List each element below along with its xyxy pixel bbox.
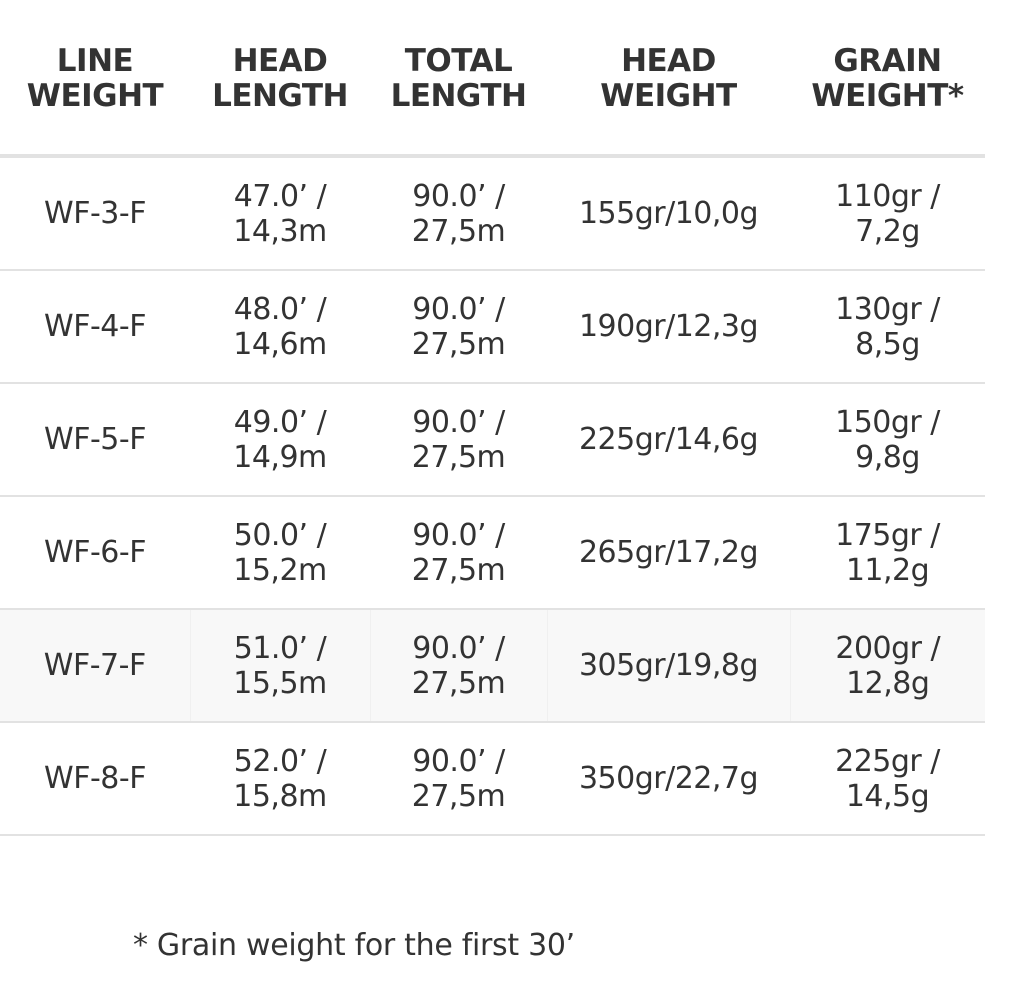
cell-text: 14,5g bbox=[845, 778, 930, 814]
cell-line-weight: WF-7-F bbox=[0, 609, 190, 722]
cell-head-weight: 350gr/22,7g bbox=[578, 761, 759, 796]
cell-text: 27,5m bbox=[411, 665, 506, 701]
cell-total-length: 90.0’ /27,5m bbox=[369, 609, 547, 722]
table-row: WF-4-F 48.0’ /14,6m 90.0’ /27,5m 190gr/12,3… bbox=[0, 270, 985, 383]
cell-text: 110gr / bbox=[835, 178, 940, 214]
cell-text: 9,8g bbox=[855, 439, 920, 475]
header-text: TOTAL bbox=[404, 43, 513, 79]
cell-text: 14,6m bbox=[233, 326, 327, 362]
cell-text: 15,8m bbox=[233, 778, 327, 814]
header-text: LENGTH bbox=[212, 78, 348, 114]
cell-head-weight: 265gr/17,2g bbox=[578, 535, 759, 570]
header-text: HEAD bbox=[621, 43, 716, 79]
cell-line-weight: WF-3-F bbox=[44, 196, 146, 231]
cell-text: 7,2g bbox=[855, 213, 920, 249]
header-text: LENGTH bbox=[390, 78, 527, 114]
cell-text: 27,5m bbox=[411, 552, 506, 588]
cell-head-length: 50.0’ /15,2m bbox=[190, 496, 370, 609]
header-text: HEAD bbox=[232, 43, 328, 79]
line-spec-table: LINE WEIGHT HEAD LENGTH TOTAL LENGTH HEAD WEIGH… bbox=[0, 38, 985, 836]
column-header-line-weight: LINE WEIGHT bbox=[0, 38, 190, 156]
column-header-grain-weight: GRAIN WEIGHT* bbox=[790, 38, 985, 156]
cell-text: 8,5g bbox=[855, 326, 920, 362]
cell-text: 27,5m bbox=[411, 213, 506, 249]
cell-text: 90.0’ / bbox=[412, 743, 505, 779]
cell-head-length: 52.0’ /15,8m bbox=[190, 722, 370, 835]
cell-text: 200gr / bbox=[835, 630, 941, 666]
cell-head-weight: 225gr/14,6g bbox=[578, 422, 759, 457]
column-header-total-length: TOTAL LENGTH bbox=[370, 38, 547, 156]
cell-line-weight: WF-4-F bbox=[44, 309, 146, 344]
cell-text: 11,2g bbox=[845, 552, 930, 588]
cell-head-length: 48.0’ /14,6m bbox=[190, 270, 370, 383]
cell-head-length: 49.0’ /14,9m bbox=[190, 383, 370, 496]
cell-text: 14,3m bbox=[233, 213, 327, 249]
header-text: LINE bbox=[56, 43, 134, 79]
cell-text: 14,9m bbox=[233, 439, 327, 475]
cell-text: 51.0’ / bbox=[233, 630, 327, 666]
column-header-head-weight: HEAD WEIGHT bbox=[547, 38, 790, 156]
cell-grain-weight: 110gr /7,2g bbox=[790, 156, 985, 270]
cell-text: 150gr / bbox=[835, 404, 940, 440]
table-row: WF-8-F 52.0’ /15,8m 90.0’ /27,5m 350gr/22,7… bbox=[0, 722, 985, 835]
table-row: WF-6-F 50.0’ /15,2m 90.0’ /27,5m 265gr/17,2… bbox=[0, 496, 985, 609]
cell-text: 48.0’ / bbox=[233, 291, 327, 327]
cell-text: 90.0’ / bbox=[412, 404, 505, 440]
cell-text: 12,8g bbox=[846, 665, 930, 701]
cell-text: 130gr / bbox=[835, 291, 940, 327]
cell-grain-weight: 225gr /14,5g bbox=[790, 722, 985, 835]
cell-text: 225gr / bbox=[835, 743, 940, 779]
cell-text: 90.0’ / bbox=[412, 178, 505, 214]
cell-total-length: 90.0’ /27,5m bbox=[370, 722, 547, 835]
cell-line-weight: WF-6-F bbox=[44, 535, 146, 570]
header-text: WEIGHT bbox=[600, 78, 737, 114]
cell-total-length: 90.0’ /27,5m bbox=[370, 496, 547, 609]
cell-text: 90.0’ / bbox=[412, 630, 505, 666]
cell-total-length: 90.0’ /27,5m bbox=[370, 383, 547, 496]
cell-text: 27,5m bbox=[411, 439, 506, 475]
cell-grain-weight: 200gr /12,8g bbox=[789, 609, 985, 722]
table-body: WF-3-F 47.0’ /14,3m 90.0’ /27,5m 155gr/10,0… bbox=[0, 156, 985, 835]
column-header-head-length: HEAD LENGTH bbox=[190, 38, 370, 156]
cell-text: 47.0’ / bbox=[233, 178, 327, 214]
cell-text: 90.0’ / bbox=[412, 291, 505, 327]
cell-text: 15,5m bbox=[233, 665, 327, 701]
cell-text: 52.0’ / bbox=[233, 743, 327, 779]
header-text: WEIGHT bbox=[26, 78, 164, 114]
cell-text: 49.0’ / bbox=[233, 404, 327, 440]
cell-line-weight: WF-8-F bbox=[44, 761, 146, 796]
cell-text: 50.0’ / bbox=[233, 517, 327, 553]
cell-head-length: 47.0’ /14,3m bbox=[190, 156, 370, 270]
cell-head-weight: 155gr/10,0g bbox=[578, 196, 759, 231]
header-text: GRAIN bbox=[833, 43, 942, 79]
cell-text: 27,5m bbox=[411, 326, 506, 362]
cell-text: 27,5m bbox=[411, 778, 506, 814]
table-row: WF-5-F 49.0’ /14,9m 90.0’ /27,5m 225gr/14,6… bbox=[0, 383, 985, 496]
cell-grain-weight: 150gr /9,8g bbox=[790, 383, 985, 496]
header-row: LINE WEIGHT HEAD LENGTH TOTAL LENGTH HEAD WEIGH… bbox=[0, 38, 985, 156]
cell-total-length: 90.0’ /27,5m bbox=[370, 270, 547, 383]
cell-text: 15,2m bbox=[233, 552, 327, 588]
cell-total-length: 90.0’ /27,5m bbox=[370, 156, 547, 270]
cell-grain-weight: 130gr /8,5g bbox=[790, 270, 985, 383]
cell-head-weight: 190gr/12,3g bbox=[578, 309, 759, 344]
table-row: WF-3-F 47.0’ /14,3m 90.0’ /27,5m 155gr/10,0… bbox=[0, 156, 985, 270]
footnote: * Grain weight for the first 30’ bbox=[133, 928, 575, 963]
cell-grain-weight: 175gr /11,2g bbox=[790, 496, 985, 609]
cell-text: 90.0’ / bbox=[412, 517, 505, 553]
table-row: WF-7-F 51.0’ /15,5m 90.0’ /27,5m 305gr/19,8… bbox=[0, 609, 985, 722]
cell-line-weight: WF-5-F bbox=[44, 422, 146, 457]
cell-head-length: 51.0’ /15,5m bbox=[189, 609, 370, 722]
cell-head-weight: 305gr/19,8g bbox=[546, 609, 790, 722]
header-text: WEIGHT* bbox=[811, 78, 964, 114]
cell-text: 175gr / bbox=[835, 517, 940, 553]
